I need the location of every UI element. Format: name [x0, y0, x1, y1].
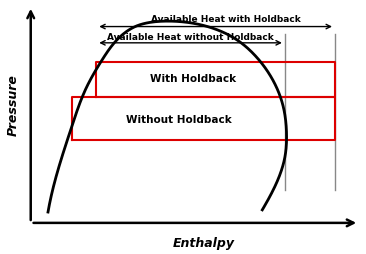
Text: With Holdback: With Holdback: [150, 73, 236, 83]
Text: Enthalpy: Enthalpy: [172, 236, 235, 249]
Text: Pressure: Pressure: [7, 73, 20, 135]
Text: Available Heat with Holdback: Available Heat with Holdback: [151, 15, 301, 24]
Text: Available Heat without Holdback: Available Heat without Holdback: [107, 33, 274, 41]
Text: Without Holdback: Without Holdback: [127, 114, 232, 124]
